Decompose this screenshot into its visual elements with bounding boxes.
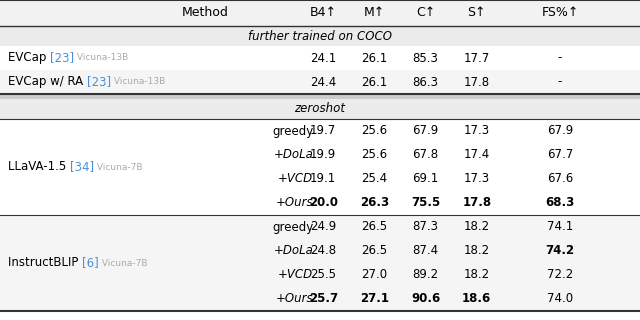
Text: 25.5: 25.5 <box>310 268 336 282</box>
Text: Vicuna-7B: Vicuna-7B <box>99 259 147 268</box>
Text: M↑: M↑ <box>364 6 385 20</box>
Text: 75.5: 75.5 <box>411 196 440 210</box>
Text: 19.9: 19.9 <box>310 148 337 162</box>
Text: 24.8: 24.8 <box>310 244 336 258</box>
Bar <box>0 0 640 26</box>
Text: +VCD: +VCD <box>278 172 313 186</box>
Text: 19.1: 19.1 <box>310 172 337 186</box>
Text: 18.2: 18.2 <box>464 220 490 234</box>
Text: +Ours: +Ours <box>276 292 313 306</box>
Text: LLaVA-1.5: LLaVA-1.5 <box>8 161 70 173</box>
Text: +Ours: +Ours <box>276 196 313 210</box>
Text: +DoLa: +DoLa <box>273 148 313 162</box>
Text: 17.7: 17.7 <box>463 52 490 65</box>
Bar <box>0 26 640 46</box>
Text: 18.2: 18.2 <box>464 268 490 282</box>
Text: 24.9: 24.9 <box>310 220 337 234</box>
Text: further trained on COCO: further trained on COCO <box>248 29 392 43</box>
Text: 26.5: 26.5 <box>362 244 387 258</box>
Text: 67.8: 67.8 <box>413 148 438 162</box>
Text: 67.6: 67.6 <box>547 172 573 186</box>
Text: 74.2: 74.2 <box>545 244 575 258</box>
Text: Vicuna-13B: Vicuna-13B <box>111 77 165 86</box>
Text: Vicuna-7B: Vicuna-7B <box>94 163 143 172</box>
Text: 74.0: 74.0 <box>547 292 573 306</box>
Text: Method: Method <box>181 6 228 20</box>
Text: 26.5: 26.5 <box>362 220 387 234</box>
Text: greedy: greedy <box>272 124 313 138</box>
Text: [6]: [6] <box>82 257 99 269</box>
Text: 25.4: 25.4 <box>362 172 387 186</box>
Text: Vicuna-13B: Vicuna-13B <box>74 53 129 62</box>
Text: FS%↑: FS%↑ <box>541 6 579 20</box>
Text: 67.9: 67.9 <box>547 124 573 138</box>
Text: 26.1: 26.1 <box>361 52 388 65</box>
Text: 24.4: 24.4 <box>310 76 337 89</box>
Text: 26.3: 26.3 <box>360 196 389 210</box>
Bar <box>0 215 640 311</box>
Text: 72.2: 72.2 <box>547 268 573 282</box>
Text: 69.1: 69.1 <box>412 172 439 186</box>
Text: 25.7: 25.7 <box>308 292 338 306</box>
Text: 26.1: 26.1 <box>361 76 388 89</box>
Text: +VCD: +VCD <box>278 268 313 282</box>
Bar <box>0 70 640 94</box>
Text: 67.9: 67.9 <box>412 124 439 138</box>
Text: 25.6: 25.6 <box>362 148 387 162</box>
Text: InstructBLIP: InstructBLIP <box>8 257 82 269</box>
Text: 17.3: 17.3 <box>464 124 490 138</box>
Text: -: - <box>558 52 562 65</box>
Text: 17.8: 17.8 <box>464 76 490 89</box>
Text: 85.3: 85.3 <box>413 52 438 65</box>
Text: 67.7: 67.7 <box>547 148 573 162</box>
Text: 74.1: 74.1 <box>547 220 573 234</box>
Text: 24.1: 24.1 <box>310 52 337 65</box>
Text: 27.0: 27.0 <box>362 268 387 282</box>
Bar <box>0 94 640 99</box>
Text: 87.3: 87.3 <box>413 220 438 234</box>
Text: [34]: [34] <box>70 161 94 173</box>
Text: greedy: greedy <box>272 220 313 234</box>
Text: 68.3: 68.3 <box>545 196 575 210</box>
Text: [23]: [23] <box>87 76 111 89</box>
Text: 25.6: 25.6 <box>362 124 387 138</box>
Text: 86.3: 86.3 <box>413 76 438 89</box>
Text: 19.7: 19.7 <box>310 124 337 138</box>
Bar <box>0 119 640 215</box>
Text: -: - <box>558 76 562 89</box>
Text: 17.8: 17.8 <box>462 196 492 210</box>
Text: 17.3: 17.3 <box>464 172 490 186</box>
Text: 89.2: 89.2 <box>413 268 438 282</box>
Text: 17.4: 17.4 <box>463 148 490 162</box>
Text: 27.1: 27.1 <box>360 292 389 306</box>
Text: EVCap: EVCap <box>8 52 50 65</box>
Text: 18.2: 18.2 <box>464 244 490 258</box>
Bar <box>0 99 640 119</box>
Text: [23]: [23] <box>50 52 74 65</box>
Text: 87.4: 87.4 <box>413 244 438 258</box>
Text: 20.0: 20.0 <box>308 196 338 210</box>
Text: S↑: S↑ <box>468 6 486 20</box>
Text: 18.6: 18.6 <box>462 292 492 306</box>
Text: +DoLa: +DoLa <box>273 244 313 258</box>
Text: EVCap w/ RA: EVCap w/ RA <box>8 76 87 89</box>
Bar <box>0 46 640 70</box>
Text: zeroshot: zeroshot <box>294 102 346 116</box>
Text: 90.6: 90.6 <box>411 292 440 306</box>
Text: C↑: C↑ <box>416 6 435 20</box>
Text: B4↑: B4↑ <box>310 6 337 20</box>
